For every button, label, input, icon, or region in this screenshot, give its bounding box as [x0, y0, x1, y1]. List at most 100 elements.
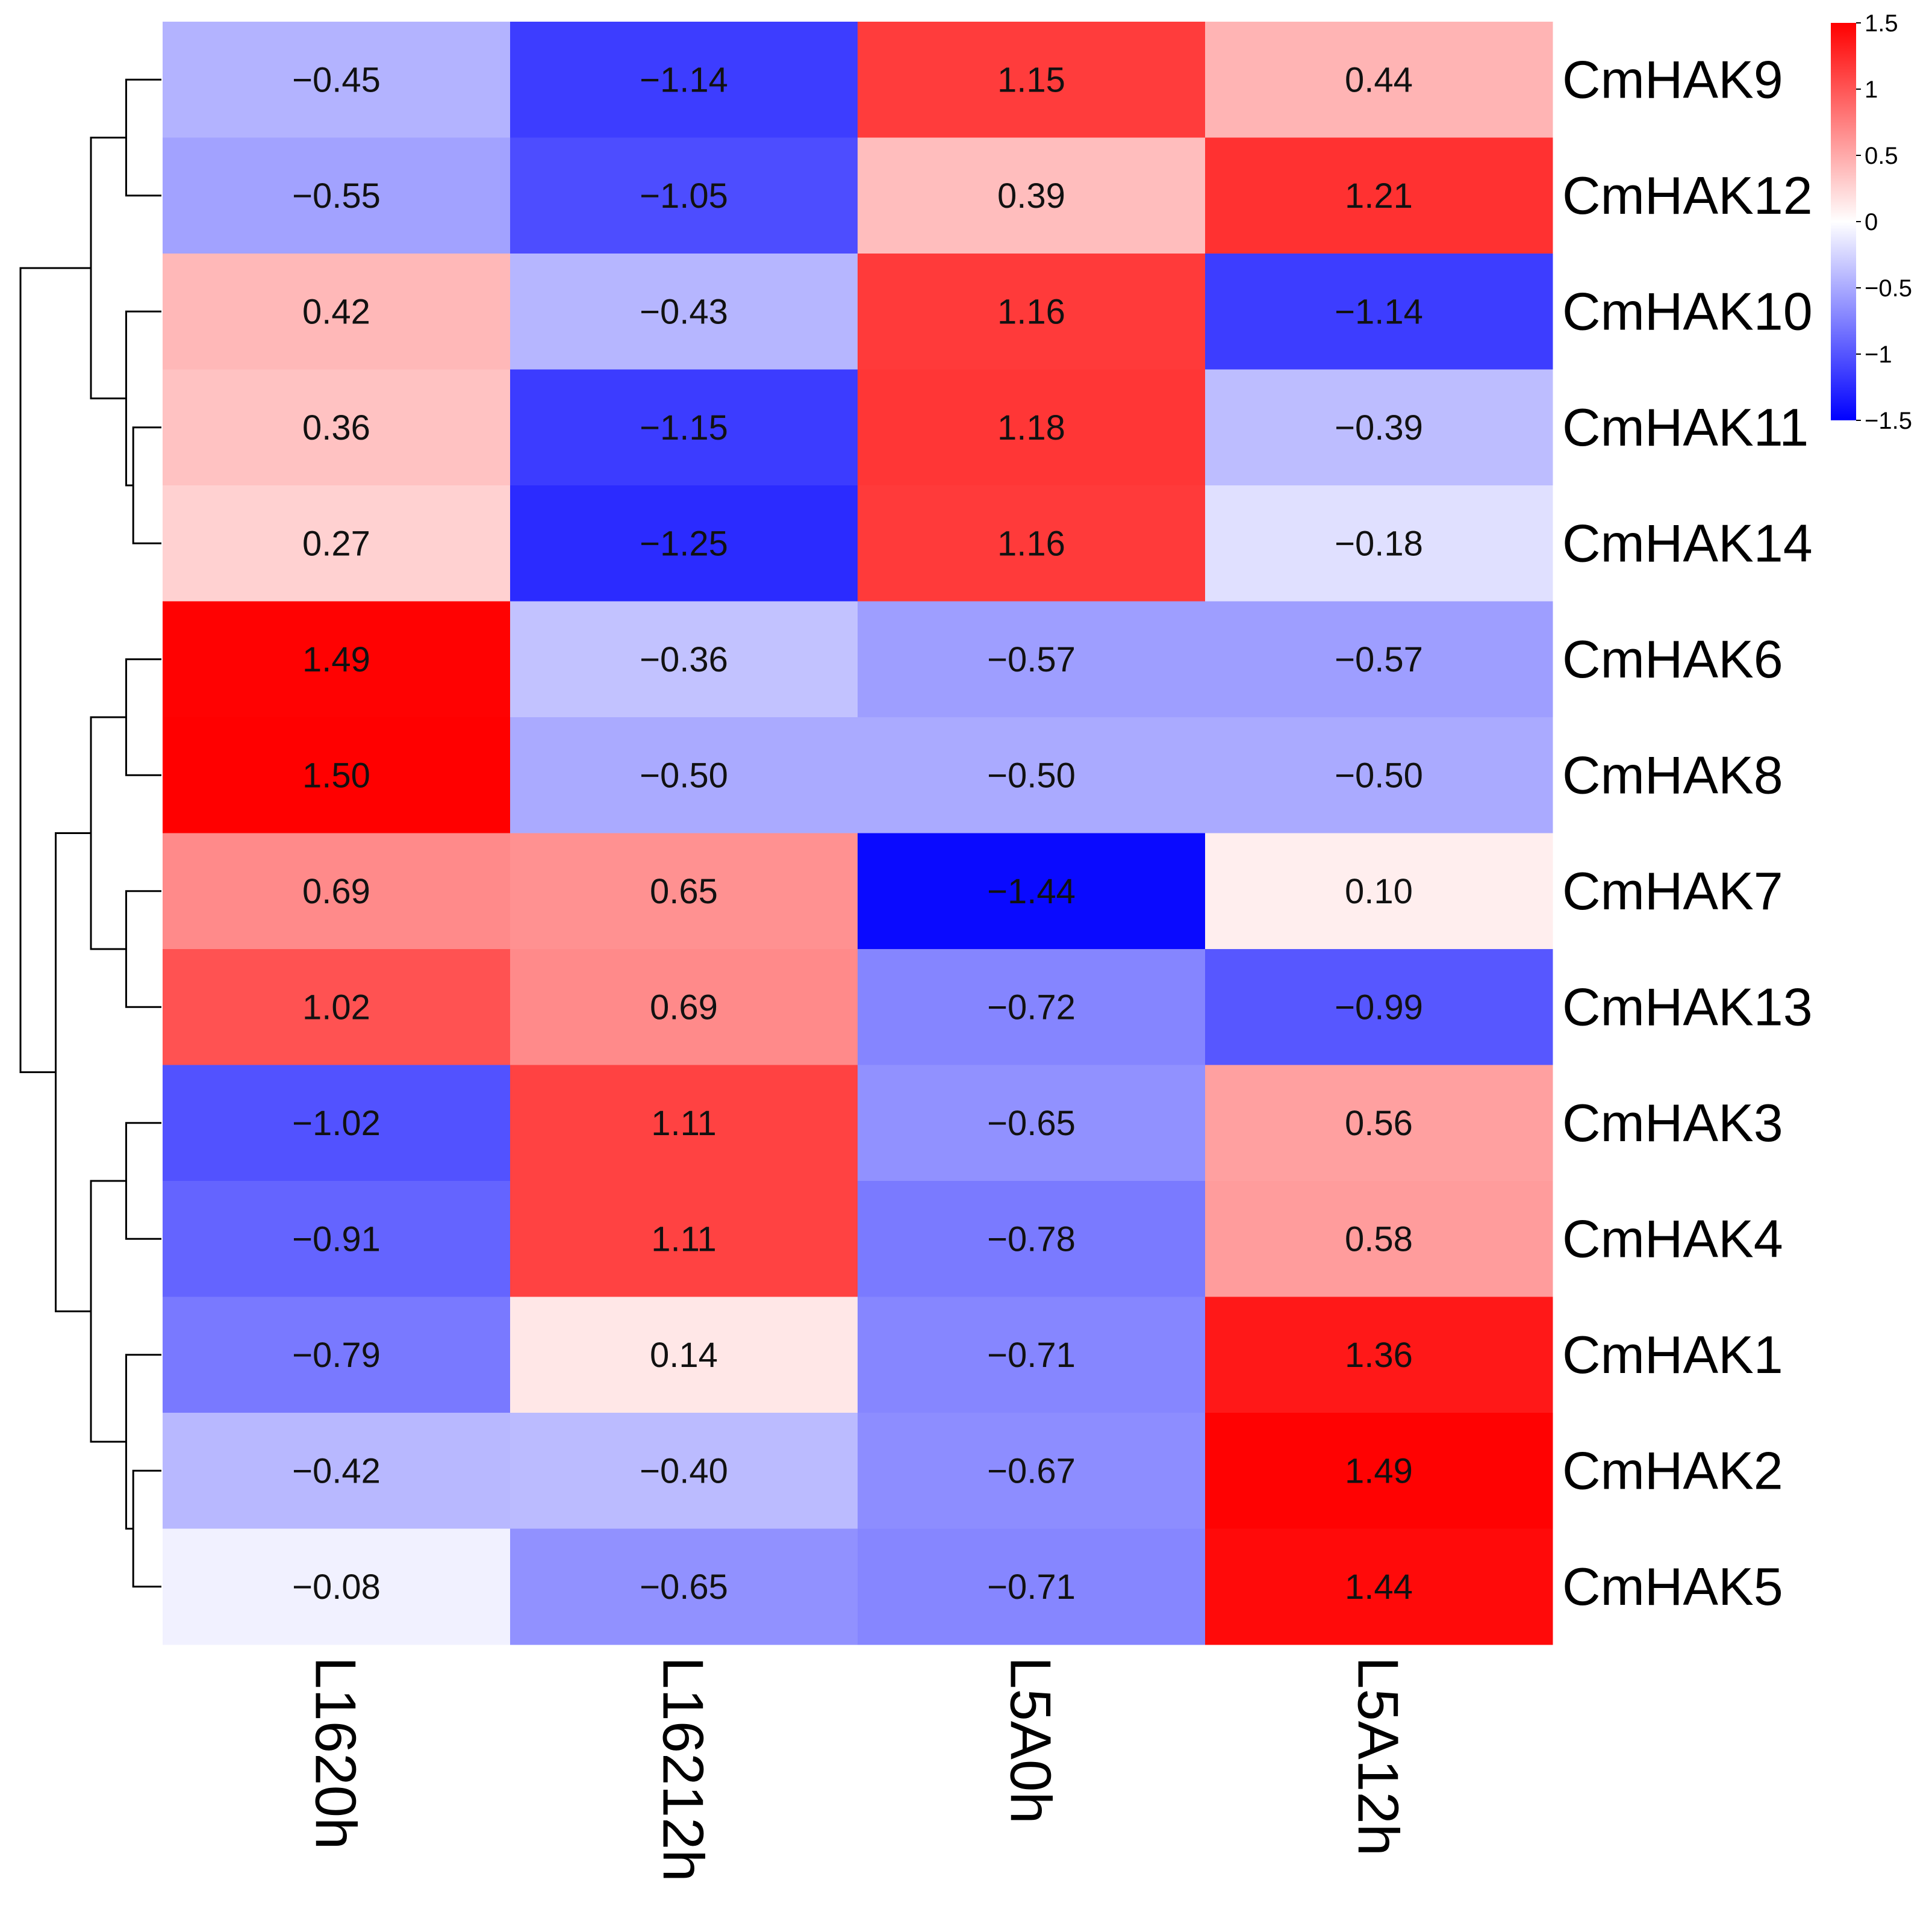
cell-value-label: −0.57 [987, 640, 1076, 679]
heatmap-cell [1205, 137, 1553, 254]
legend-ticks: 1.5 1 0.5 0 −0.5 −1 −1.5 [1856, 10, 1912, 434]
cell-value-label: −0.99 [1335, 988, 1423, 1027]
heatmap-cell [1205, 601, 1553, 718]
heatmap-cell [510, 485, 858, 602]
cell-value-label: 0.10 [1345, 872, 1413, 911]
cell-value-label: −1.02 [292, 1104, 381, 1143]
heatmap-cell [1205, 1528, 1553, 1645]
row-label: CmHAK8 [1562, 745, 1783, 805]
dendrogram-branch [125, 658, 161, 776]
column-labels: L1620h L16212h L5A0h L5A12h [304, 1657, 1410, 1882]
cell-value-label: −0.65 [640, 1568, 728, 1607]
cell-value-label: 0.44 [1345, 60, 1413, 99]
cell-value-label: −0.45 [292, 60, 381, 99]
heatmap-cell [1205, 1413, 1553, 1529]
heatmap-cell [510, 1065, 858, 1182]
cell-value-label: −0.55 [292, 176, 381, 216]
heatmap-cell [163, 833, 511, 950]
row-label: CmHAK9 [1562, 49, 1783, 109]
heatmap-cell [1205, 717, 1553, 833]
heatmap-cell [510, 369, 858, 486]
dendrogram-branch [55, 832, 91, 1313]
heatmap-cell [858, 717, 1206, 833]
cell-value-label: 0.39 [997, 176, 1065, 216]
cell-value-label: −0.42 [292, 1451, 381, 1490]
dendrogram-branch [132, 1469, 161, 1588]
heatmap-cell [163, 485, 511, 602]
heatmap-cell [858, 949, 1206, 1065]
cell-value-label: −0.57 [1335, 640, 1423, 679]
heatmap-cell [1205, 1181, 1553, 1297]
dendrogram-branch [132, 426, 161, 544]
cell-value-label: −0.78 [987, 1219, 1076, 1259]
heatmap-cell [858, 1528, 1206, 1645]
cell-value-label: −0.72 [987, 988, 1076, 1027]
cell-value-label: −1.14 [640, 60, 728, 99]
cell-value-label: 0.42 [302, 292, 370, 331]
cell-value-label: −0.50 [987, 756, 1076, 795]
cell-value-label: 1.11 [651, 1219, 717, 1259]
cell-value-label: 1.11 [651, 1104, 717, 1143]
heatmap-cell [510, 22, 858, 138]
heatmap-cell [858, 1181, 1206, 1297]
dendrogram-branch [90, 137, 126, 400]
heatmap-cell [163, 1528, 511, 1645]
cell-value-label: −1.25 [640, 524, 728, 563]
cell-value-label: −0.71 [987, 1336, 1076, 1375]
row-label: CmHAK10 [1562, 281, 1813, 341]
heatmap-cell [858, 601, 1206, 718]
heatmap-cell [163, 1297, 511, 1413]
heatmap-cell [1205, 485, 1553, 602]
row-labels: CmHAK9 CmHAK12 CmHAK10 CmHAK11 CmHAK14 CmHAK6… [1562, 49, 1813, 1616]
heatmap-cell [510, 1181, 858, 1297]
cell-value-label: −0.40 [640, 1451, 728, 1490]
cell-value-label: 0.14 [650, 1336, 718, 1375]
heatmap-cell [858, 369, 1206, 486]
heatmap-cell [163, 1181, 511, 1297]
cell-value-label: −0.08 [292, 1568, 381, 1607]
heatmap-cell [858, 1413, 1206, 1529]
heatmap-cell [163, 717, 511, 833]
legend-tick-label: 0 [1865, 209, 1878, 235]
cell-value-label: −0.50 [640, 756, 728, 795]
heatmap-cell [510, 601, 858, 718]
cell-value-label: 0.65 [650, 872, 718, 911]
cell-value-label: −1.14 [1335, 292, 1423, 331]
heatmap-cell [163, 601, 511, 718]
cell-value-label: −0.43 [640, 292, 728, 331]
heatmap-cell [163, 1065, 511, 1182]
cell-value-label: 0.27 [302, 524, 370, 563]
heatmap-cell [1205, 369, 1553, 486]
heatmap-cell [163, 254, 511, 370]
heatmap-cell [163, 1413, 511, 1529]
cell-value-label: 1.16 [997, 524, 1065, 563]
heatmap-cell [858, 833, 1206, 950]
row-dendrogram [19, 78, 161, 1588]
cell-value-label: 1.15 [997, 60, 1065, 99]
cell-value-label: 1.16 [997, 292, 1065, 331]
row-label: CmHAK4 [1562, 1209, 1783, 1268]
cell-value-label: −0.36 [640, 640, 728, 679]
legend-tick-label: −1 [1865, 341, 1892, 368]
heatmap-cell [163, 22, 511, 138]
heatmap-cell [510, 1297, 858, 1413]
legend-color-bar [1831, 23, 1856, 420]
cell-value-label: −1.05 [640, 176, 728, 216]
cell-value-label: 0.69 [650, 988, 718, 1027]
heatmap-cell [1205, 1065, 1553, 1182]
cell-value-label: 1.02 [302, 988, 370, 1027]
heatmap-cell [163, 949, 511, 1065]
color-legend: 1.5 1 0.5 0 −0.5 −1 −1.5 [1831, 10, 1912, 434]
dendrogram-branch [125, 310, 161, 487]
heatmap-cell [858, 1297, 1206, 1413]
cell-value-label: 0.56 [1345, 1104, 1413, 1143]
legend-tick-label: −0.5 [1865, 275, 1912, 302]
heatmap-cell [163, 137, 511, 254]
heatmap-cell [858, 1065, 1206, 1182]
cell-value-label: 1.36 [1345, 1336, 1413, 1375]
heatmap-cell [858, 137, 1206, 254]
cell-value-label: −0.65 [987, 1104, 1076, 1143]
heatmap-cell [510, 137, 858, 254]
row-label: CmHAK12 [1562, 166, 1813, 225]
